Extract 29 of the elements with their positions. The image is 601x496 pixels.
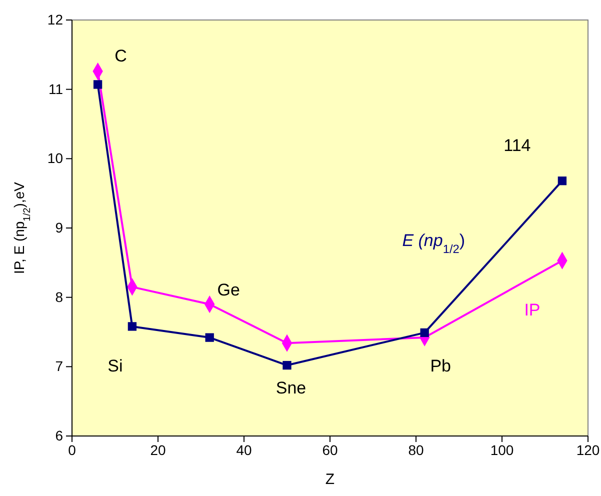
x-tick-label: 80 bbox=[408, 442, 424, 458]
x-tick-label: 20 bbox=[150, 442, 166, 458]
point bbox=[420, 328, 429, 338]
annotation: Ge bbox=[217, 280, 240, 300]
series-label: E (np$_{1/2}$) bbox=[402, 230, 466, 256]
y-tick-label: 11 bbox=[48, 80, 64, 97]
annotation: 114 bbox=[504, 136, 531, 156]
point bbox=[93, 80, 102, 89]
x-tick-label: 60 bbox=[322, 442, 338, 458]
y-tick-label: 8 bbox=[55, 288, 64, 305]
y-tick-label: 6 bbox=[55, 427, 64, 444]
annotation: Si bbox=[108, 356, 123, 376]
annotation: Pb bbox=[430, 357, 451, 376]
x-tick-label: 120 bbox=[576, 442, 600, 458]
point bbox=[282, 360, 292, 370]
x-axis-title: Z bbox=[325, 471, 335, 488]
point bbox=[558, 176, 567, 186]
x-tick-label: 40 bbox=[236, 442, 252, 458]
y-tick-label: 10 bbox=[47, 150, 64, 166]
point bbox=[128, 322, 137, 331]
annotation: C bbox=[114, 46, 127, 66]
point bbox=[205, 333, 214, 342]
y-tick-label: 7 bbox=[55, 358, 64, 374]
x-tick-label: 100 bbox=[490, 442, 514, 458]
annotation: Sne bbox=[276, 378, 306, 398]
y-tick-label: 12 bbox=[47, 11, 64, 28]
y-tick-label: 9 bbox=[55, 219, 64, 236]
x-tick-label: 0 bbox=[68, 442, 76, 458]
series-label: IP bbox=[524, 300, 540, 320]
